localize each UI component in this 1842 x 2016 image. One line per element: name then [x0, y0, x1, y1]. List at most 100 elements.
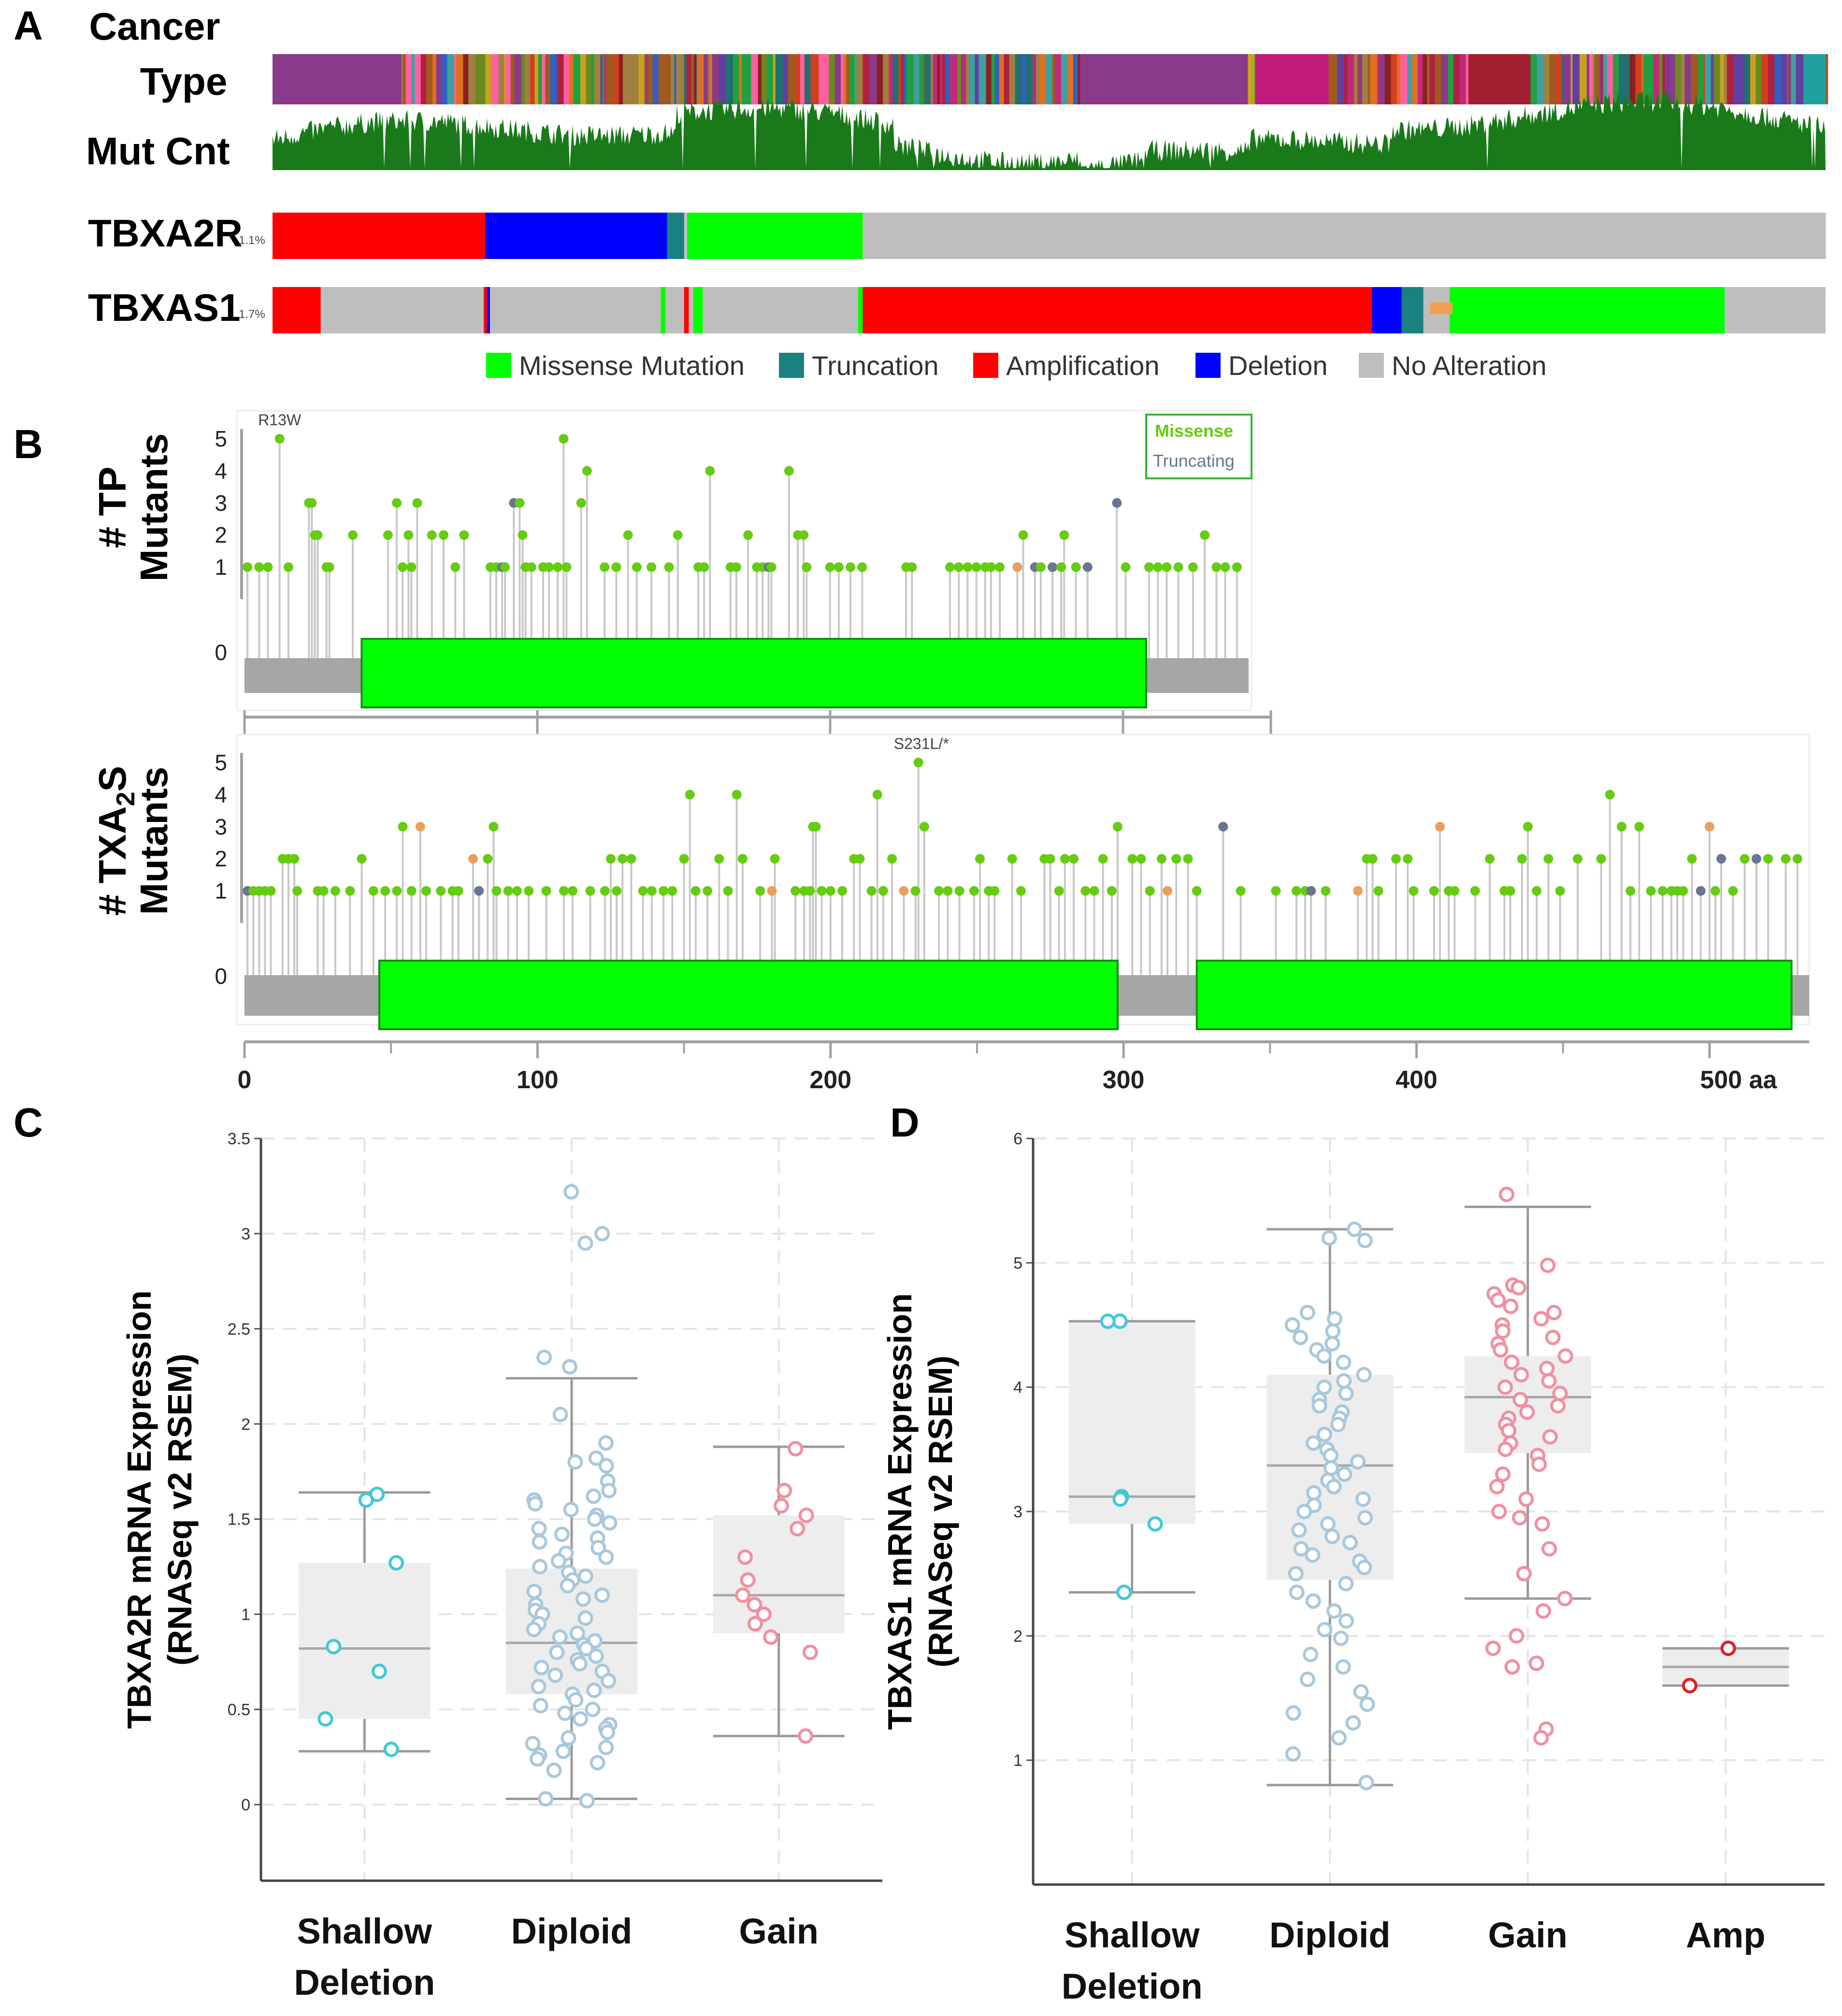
lollipop-head — [438, 530, 448, 540]
lollipop-head — [1435, 821, 1445, 832]
cancer-type-stripe — [1607, 54, 1614, 104]
lollipop-head — [1710, 886, 1720, 896]
data-point — [569, 1626, 585, 1641]
lollipop-head — [1740, 854, 1750, 864]
lollipop-head — [406, 562, 417, 572]
cancer-type-stripe — [1015, 54, 1022, 104]
lollipop-head — [837, 886, 847, 896]
lollipop-head — [1136, 854, 1146, 864]
y-tick-label: 4 — [215, 782, 227, 807]
cancer-type-stripe — [1344, 54, 1348, 104]
lollipop-head — [1792, 854, 1802, 864]
cancer-type-stripe — [888, 54, 891, 104]
tbxa2r-expression-boxplot: 0 0.5 1 1.5 2 2.5 3 3.5 Shallow Deletion Diploid Ga… — [120, 1130, 882, 2002]
cancer-type-stripe — [613, 54, 619, 104]
data-point — [1358, 1774, 1374, 1790]
lollipop-head — [802, 562, 812, 572]
lollipop-head — [805, 886, 815, 896]
y-tick-label: 2 — [215, 846, 227, 871]
data-point — [1325, 1323, 1341, 1339]
tbxas1-pct: 1.7% — [239, 308, 265, 321]
lollipop-head — [667, 886, 677, 896]
lollipop-head — [324, 562, 334, 572]
tbxas1-label: TBXAS1 — [88, 286, 241, 329]
cancer-type-stripe — [1537, 54, 1544, 104]
y-tick-label: 1 — [215, 878, 227, 904]
cancer-type-stripe — [1045, 54, 1053, 104]
lollipop-head — [799, 530, 809, 540]
lollipop-head — [934, 886, 944, 896]
cancer-type-stripe — [1025, 54, 1034, 104]
x-tick-label: 300 — [1103, 1066, 1145, 1094]
panel-b-letter: B — [14, 421, 43, 467]
data-point — [1337, 1466, 1353, 1482]
lollipop-head — [834, 562, 844, 572]
cancer-type-stripe — [1684, 54, 1692, 104]
cancer-type-stripe — [534, 54, 539, 104]
lollipop-annotation: R13W — [258, 411, 302, 429]
lollipop-head — [266, 886, 276, 896]
x-tick-label: 0 — [238, 1066, 252, 1094]
data-point — [1333, 1630, 1349, 1646]
y-tick-label: 0 — [215, 640, 227, 665]
cancer-type-stripe — [767, 54, 774, 104]
lollipop-head — [398, 562, 408, 572]
y-axis-label-line2: (RNASeq v2 RSEM) — [921, 1355, 959, 1668]
cancer-type-stripe — [590, 54, 595, 104]
cancer-type-stripe — [742, 54, 749, 104]
track-segment-no-alteration — [863, 213, 1826, 259]
lollipop-head — [357, 854, 367, 864]
data-point — [527, 1496, 543, 1512]
cancer-type-stripe — [1599, 54, 1602, 104]
data-point — [1545, 1329, 1561, 1345]
cancer-type-stripe — [542, 54, 546, 104]
lollipop-head — [307, 498, 317, 508]
lollipop-head — [398, 821, 408, 832]
data-point — [358, 1492, 374, 1508]
y-tick-label: 3 — [215, 814, 227, 839]
cancer-type-stripe — [922, 54, 925, 104]
cancer-type-stripe — [1441, 54, 1449, 104]
lollipop-head — [611, 562, 621, 572]
cancer-type-stripe — [950, 54, 958, 104]
data-point — [530, 1751, 546, 1767]
data-point — [598, 1458, 614, 1474]
lollipop-head — [986, 562, 996, 572]
data-point — [1336, 1354, 1352, 1370]
lollipop-head — [1018, 530, 1028, 540]
lollipop-head — [647, 562, 657, 572]
iqr-box — [1068, 1321, 1195, 1524]
cancer-type-stripe — [1675, 54, 1682, 104]
cancer-type-stripe — [1377, 54, 1380, 104]
cancer-type-stripe — [1543, 54, 1550, 104]
cancer-type-stripe — [1703, 54, 1706, 104]
lollipop-head — [1153, 562, 1163, 572]
data-point — [1320, 1516, 1336, 1532]
cancer-type-stripe — [937, 54, 940, 104]
lollipop-head — [1080, 886, 1091, 896]
data-point — [1489, 1479, 1505, 1495]
track-segment-missense — [687, 213, 863, 259]
cancer-type-stripe — [1781, 54, 1788, 104]
data-point — [1345, 1715, 1361, 1731]
cancer-type-stripe — [1657, 54, 1660, 104]
data-point — [546, 1762, 562, 1778]
cancer-type-stripe — [403, 54, 406, 104]
data-point — [1682, 1678, 1698, 1694]
cancer-type-stripe — [604, 54, 607, 104]
x-tick-label: 500 aa — [1700, 1066, 1777, 1094]
track-segment-no-alteration — [320, 287, 484, 333]
cancer-type-stripe — [863, 54, 870, 104]
lollipop-head — [1012, 562, 1022, 572]
cancer-type-stripe — [652, 54, 659, 104]
tbxa2r-label: TBXA2R — [88, 212, 243, 255]
data-point — [1299, 1305, 1315, 1321]
cancer-type-stripe — [550, 54, 558, 104]
cancer-type-stripe — [1774, 54, 1782, 104]
y-axis-label-line1: # TXA2S — [91, 766, 140, 916]
cancer-type-stripe — [491, 54, 499, 104]
lollipop-head — [1211, 562, 1222, 572]
cancer-type-stripe — [600, 54, 603, 104]
cancer-type-stripe — [856, 54, 863, 104]
data-point — [1306, 1485, 1322, 1501]
